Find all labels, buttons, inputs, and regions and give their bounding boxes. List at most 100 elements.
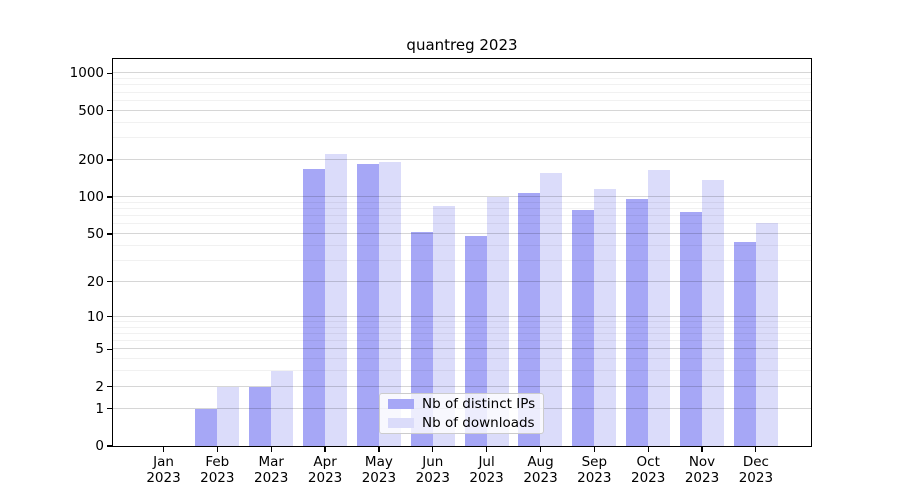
y-tick-label: 1000 [69,65,104,82]
legend-row-distinct-ips: Nb of distinct IPs [380,396,543,412]
minor-gridline [113,320,811,322]
downloads-swatch [388,418,414,428]
x-tick-mark [378,447,380,452]
y-tick-label: 500 [78,102,104,119]
y-tick-mark [107,445,112,447]
minor-gridline [113,326,811,328]
bar-distinct-ips [518,193,541,446]
y-tick-mark [107,233,112,235]
x-tick-label: Feb 2023 [200,454,235,486]
minor-gridline [113,332,811,334]
legend-row-downloads: Nb of downloads [380,415,543,431]
x-tick-mark [485,447,488,452]
bar-downloads [217,386,240,446]
minor-gridline [113,223,811,225]
minor-gridline [113,91,811,93]
chart-title: quantreg 2023 [406,36,518,54]
minor-gridline [113,121,811,123]
bar-distinct-ips [195,408,218,446]
bar-downloads [325,153,348,446]
y-tick-label: 2 [95,378,104,395]
x-tick-mark [324,447,326,452]
minor-gridline [113,358,811,360]
minor-gridline [113,370,811,372]
bar-downloads [486,197,509,446]
minor-gridline [113,340,811,341]
bar-downloads [432,205,455,446]
x-tick-mark [647,447,649,452]
major-gridline [113,280,811,282]
distinct-ips-swatch [388,399,414,409]
x-tick-label: May 2023 [361,454,397,486]
y-tick-mark [107,407,112,410]
major-gridline [113,315,811,317]
y-tick-label: 20 [86,273,104,290]
legend-label-downloads: Nb of downloads [422,415,535,431]
bar-distinct-ips [680,212,702,446]
y-tick-label: 1 [95,400,104,417]
bar-distinct-ips [733,241,756,446]
plot-area [113,59,811,446]
y-tick-label: 200 [78,151,104,168]
x-tick-mark [216,447,219,452]
bar-distinct-ips [303,168,326,446]
bar-downloads [594,188,617,446]
bar-distinct-ips [356,164,379,446]
bar-downloads [540,172,563,446]
y-tick-mark [107,72,112,74]
x-tick-label: Sep 2023 [577,454,612,486]
x-tick-label: Apr 2023 [307,454,343,486]
major-gridline [113,348,811,350]
bar-downloads [755,222,778,446]
minor-gridline [113,137,811,139]
major-gridline [113,158,811,160]
y-tick-mark [107,196,112,198]
bar-distinct-ips [572,210,595,446]
y-tick-mark [107,281,112,283]
legend: Nb of distinct IPs Nb of downloads [379,393,544,434]
minor-gridline [113,84,811,86]
x-tick-label: Jun 2023 [415,454,450,486]
x-tick-label: Dec 2023 [738,454,774,486]
y-tick-mark [107,159,112,161]
x-tick-mark [270,447,272,452]
minor-gridline [113,201,811,203]
x-tick-label: Aug 2023 [523,454,558,486]
y-tick-label: 10 [86,308,104,325]
bar-distinct-ips [626,198,649,446]
minor-gridline [113,78,811,79]
y-tick-mark [107,386,112,388]
x-tick-mark [432,447,434,452]
bar-downloads [271,371,294,446]
x-tick-label: Mar 2023 [254,454,289,486]
bar-downloads [648,170,671,446]
minor-gridline [113,244,811,246]
bar-distinct-ips [249,386,272,446]
major-gridline [113,109,811,111]
bar-downloads [702,179,724,446]
y-tick-label: 50 [86,225,104,242]
minor-gridline [113,99,811,101]
bar-distinct-ips [410,231,433,446]
major-gridline [113,72,811,74]
x-tick-label: Oct 2023 [631,454,666,486]
x-tick-mark [755,447,757,452]
legend-label-distinct-ips: Nb of distinct IPs [422,396,536,412]
x-tick-mark [539,447,542,452]
x-tick-label: Nov 2023 [684,454,720,486]
x-tick-mark [701,447,703,452]
minor-gridline [113,215,811,217]
minor-gridline [113,208,811,209]
major-gridline [113,385,811,387]
y-tick-mark [107,110,112,112]
x-tick-mark [593,447,595,452]
x-tick-mark [162,447,165,452]
y-tick-label: 0 [95,438,104,454]
y-tick-mark [107,316,112,318]
x-tick-label: Jan 2023 [146,454,181,486]
y-tick-mark [107,348,112,351]
y-tick-label: 5 [95,341,104,358]
minor-gridline [113,259,811,261]
major-gridline [113,232,811,234]
